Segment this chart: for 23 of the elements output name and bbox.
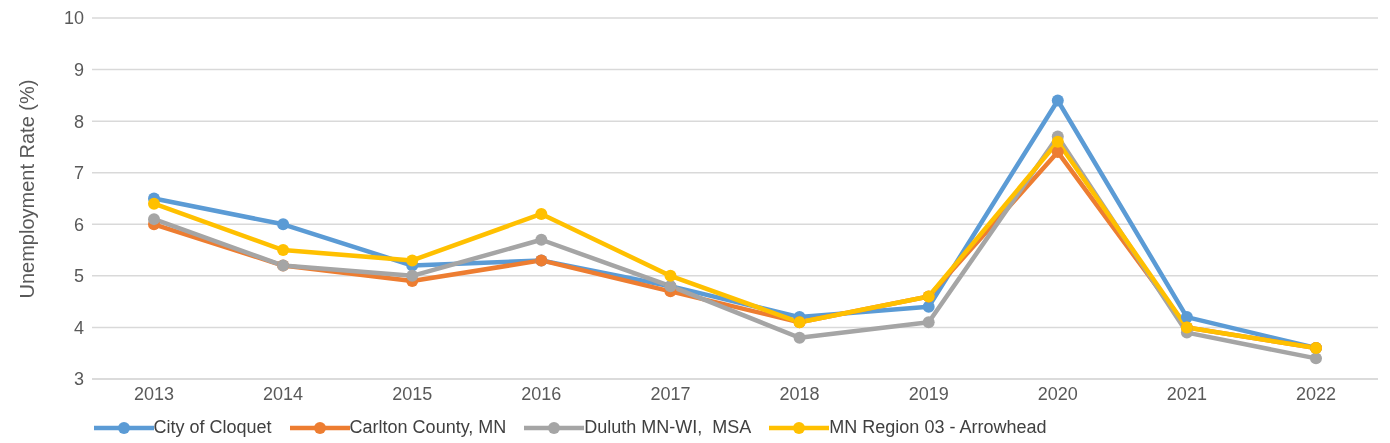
x-tick-label: 2021 (1166, 383, 1207, 404)
x-tick-label: 2022 (1295, 383, 1337, 404)
x-tick-label: 2017 (650, 383, 691, 404)
x-tick-label: 2019 (908, 383, 949, 404)
legend-label: Duluth MN-WI, MSA (584, 417, 752, 438)
y-tick-label: 9 (73, 59, 84, 80)
y-tick-label: 5 (73, 266, 84, 287)
legend-label: Carlton County, MN (349, 417, 507, 438)
legend-label: City of Cloquet (153, 417, 272, 438)
x-tick-label: 2020 (1037, 383, 1078, 404)
y-tick-label: 7 (73, 163, 84, 184)
x-tick-label: 2014 (263, 383, 304, 404)
y-tick-label: 3 (73, 369, 84, 390)
y-tick-label: 10 (63, 8, 84, 29)
y-tick-label: 4 (73, 317, 84, 338)
y-tick-label: 8 (73, 111, 84, 132)
x-tick-label: 2015 (392, 383, 433, 404)
x-tick-label: 2013 (133, 383, 175, 404)
x-tick-label: 2016 (521, 383, 562, 404)
legend-label: MN Region 03 - Arrowhead (829, 417, 1047, 438)
y-tick-label: 6 (73, 214, 84, 235)
y-axis-title: Unemployment Rate (%) (16, 79, 39, 299)
x-tick-label: 2018 (779, 383, 820, 404)
